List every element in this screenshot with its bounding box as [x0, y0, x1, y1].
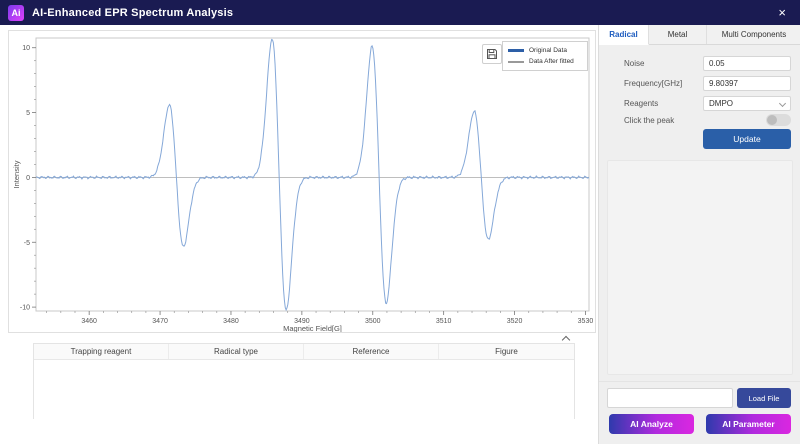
svg-text:-10: -10 — [20, 305, 30, 312]
svg-text:3510: 3510 — [436, 318, 452, 325]
floppy-disk-icon — [487, 49, 497, 60]
panel-tabs: Radical Metal Multi Components — [599, 25, 800, 45]
tab-multi-components[interactable]: Multi Components — [721, 30, 787, 39]
legend-label-fitted: Data After fitted — [529, 58, 574, 65]
close-icon[interactable]: × — [772, 4, 792, 21]
click-peak-toggle[interactable] — [766, 114, 791, 126]
save-chart-button[interactable] — [482, 44, 502, 64]
control-panel: Radical Metal Multi Components Noise Fre… — [598, 25, 800, 444]
file-row: Load File — [599, 388, 800, 408]
svg-text:-5: -5 — [24, 240, 30, 247]
app-logo-icon: Ai — [8, 4, 24, 21]
tab-metal[interactable]: Metal — [649, 25, 707, 44]
svg-text:3480: 3480 — [223, 318, 239, 325]
svg-text:0: 0 — [26, 175, 30, 182]
svg-text:3490: 3490 — [294, 318, 310, 325]
svg-text:3500: 3500 — [365, 318, 381, 325]
reagents-selected-value: DMPO — [709, 99, 733, 108]
legend-item-original: Original Data — [508, 45, 582, 56]
panel-bottom-section: Load File AI Analyze AI Parameter — [599, 381, 800, 434]
chevron-down-icon — [778, 99, 787, 108]
ai-analyze-button[interactable]: AI Analyze — [609, 414, 694, 434]
title-bar: Ai AI-Enhanced EPR Spectrum Analysis × — [0, 0, 800, 25]
load-file-button[interactable]: Load File — [737, 388, 791, 408]
results-area — [607, 160, 793, 375]
svg-text:3470: 3470 — [152, 318, 168, 325]
chart-legend: Original Data Data After fitted — [502, 41, 588, 71]
column-header-figure: Figure — [495, 347, 518, 356]
reagents-select[interactable]: DMPO — [703, 96, 791, 111]
column-header-radical-type: Radical type — [169, 344, 304, 359]
epr-spectrum-chart[interactable]: 3460 3470 3480 3490 3500 3510 3520 3530 -10 -5 0 5 1… — [9, 31, 595, 332]
table-collapse-button[interactable] — [558, 331, 574, 345]
svg-text:10: 10 — [22, 45, 30, 52]
frequency-label: Frequency[GHz] — [624, 79, 683, 88]
noise-label: Noise — [624, 59, 645, 68]
click-peak-label: Click the peak — [624, 116, 675, 125]
window-title: AI-Enhanced EPR Spectrum Analysis — [32, 6, 234, 19]
legend-swatch-original — [508, 49, 524, 52]
svg-text:3460: 3460 — [81, 318, 97, 325]
frequency-input[interactable] — [703, 76, 791, 91]
column-header-reference: Reference — [304, 344, 439, 359]
tab-radical[interactable]: Radical — [599, 25, 649, 45]
svg-text:3530: 3530 — [578, 318, 594, 325]
toggle-knob — [767, 115, 777, 125]
svg-text:5: 5 — [26, 110, 30, 117]
ai-parameter-button[interactable]: AI Parameter — [706, 414, 791, 434]
svg-text:3520: 3520 — [507, 318, 523, 325]
legend-label-original: Original Data — [529, 47, 567, 54]
ai-buttons-row: AI Analyze AI Parameter — [599, 414, 800, 434]
update-button[interactable]: Update — [703, 129, 791, 149]
file-path-input[interactable] — [607, 388, 733, 408]
reference-table-header: Trapping reagent Radical type Reference … — [34, 344, 574, 360]
reference-table: Trapping reagent Radical type Reference … — [33, 343, 575, 419]
legend-swatch-fitted — [508, 60, 524, 63]
svg-text:Intensity: Intensity — [12, 160, 21, 188]
column-header-trapping-reagent: Trapping reagent — [34, 344, 169, 359]
legend-item-fitted: Data After fitted — [508, 56, 582, 67]
spectrum-chart-card: 3460 3470 3480 3490 3500 3510 3520 3530 -10 -5 0 5 1… — [8, 30, 596, 333]
svg-text:Magnetic Field[G]: Magnetic Field[G] — [283, 324, 342, 332]
noise-input[interactable] — [703, 56, 791, 71]
reference-table-body — [34, 360, 574, 419]
reagents-label: Reagents — [624, 99, 659, 108]
